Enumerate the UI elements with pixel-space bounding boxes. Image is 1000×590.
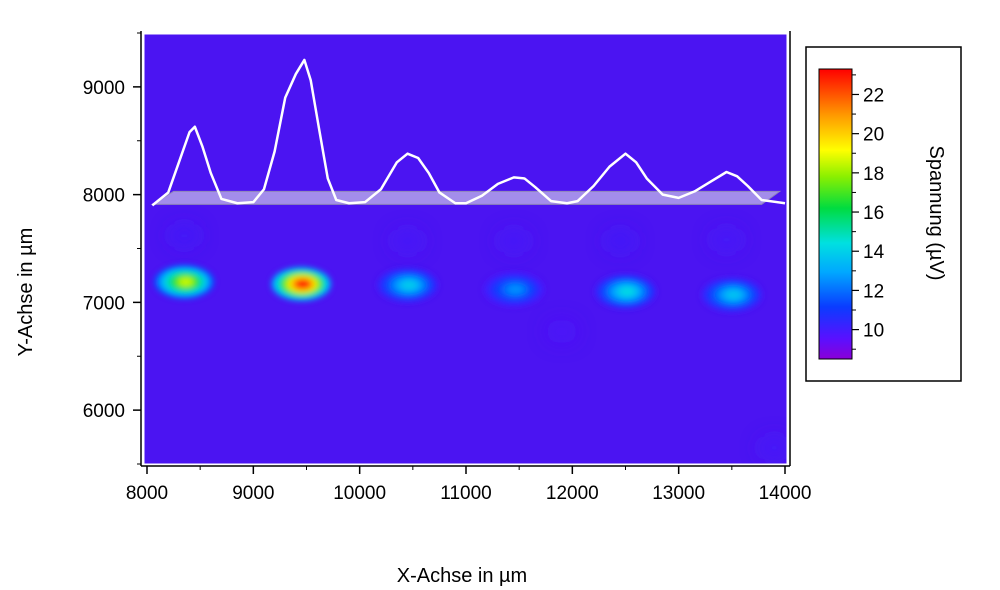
hotspot <box>377 268 438 303</box>
colorbar-tick-label: 22 <box>863 85 884 106</box>
x-tick-label: 9000 <box>232 483 274 504</box>
colorbar <box>818 68 853 360</box>
faint-spot <box>168 223 201 248</box>
hotspot <box>271 267 332 302</box>
faint-spot <box>545 319 578 344</box>
hotspots <box>154 264 762 312</box>
faint-spot <box>758 435 788 460</box>
profile-baseline-strip <box>150 190 782 205</box>
colorbar-tick-label: 14 <box>863 242 885 263</box>
y-tick-label: 6000 <box>83 401 125 422</box>
plot-inner-frame <box>141 31 790 467</box>
x-tick-label: 12000 <box>546 483 599 504</box>
x-tick-label: 10000 <box>333 483 386 504</box>
hotspot <box>154 264 215 299</box>
x-tick-label: 13000 <box>652 483 705 504</box>
y-tick-label: 9000 <box>83 78 125 99</box>
hotspot <box>595 274 656 309</box>
x-axis-label: X-Achse in µm <box>397 565 527 587</box>
colorbar-tick-label: 20 <box>863 125 884 146</box>
faint-spot <box>497 228 530 253</box>
colorbar-tick-label: 18 <box>863 164 884 185</box>
y-tick-label: 8000 <box>83 186 125 207</box>
y-tick-label: 7000 <box>83 293 125 314</box>
faint-spot <box>710 227 743 252</box>
heatmap-background <box>143 33 788 465</box>
faint-spots <box>168 223 788 460</box>
hotspot <box>701 277 762 312</box>
hotspot <box>483 272 544 307</box>
y-axis-ticks: 6000 7000 8000 9000 <box>83 32 141 465</box>
colorbar-tick-label: 10 <box>863 321 884 342</box>
faint-spot <box>604 228 637 253</box>
colorbar-tick-label: 16 <box>863 203 884 224</box>
x-tick-label: 11000 <box>440 483 491 504</box>
y-axis-label: Y-Achse in µm <box>15 228 37 357</box>
x-tick-label: 14000 <box>759 483 812 504</box>
x-axis-ticks: 8000 9000 10000 11000 12000 13000 14000 <box>126 466 812 504</box>
colorbar-tick-label: 12 <box>863 281 884 302</box>
colorbar-ticks: 10 12 14 16 18 20 22 <box>852 74 885 350</box>
faint-spot <box>391 228 424 253</box>
colorbar-label: Spannung (µV) <box>925 146 947 281</box>
profile-overlay <box>150 58 786 207</box>
x-tick-label: 8000 <box>126 483 168 504</box>
profile-line <box>151 58 786 207</box>
